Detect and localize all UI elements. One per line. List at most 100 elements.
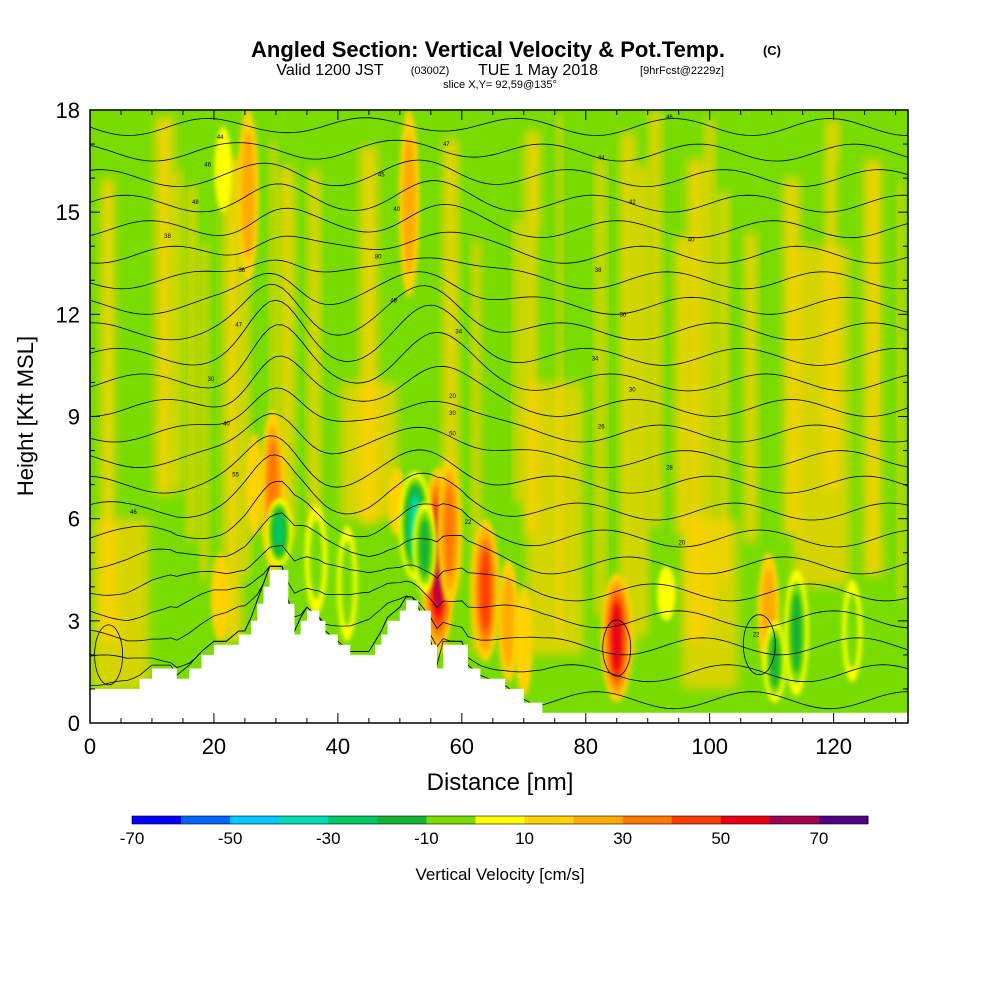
velocity-cell — [210, 552, 230, 642]
field-streak — [569, 223, 577, 512]
field-streak — [883, 130, 891, 540]
colorbar-tick-label: -70 — [120, 829, 145, 848]
isentrope-line — [90, 355, 908, 417]
isentrope-label: 46 — [204, 162, 211, 168]
x-axis: 0 20 40 60 80 100 120 — [84, 110, 897, 759]
x-tick-label: 40 — [326, 734, 350, 759]
chart-title-unit: (C) — [763, 43, 781, 58]
field-streak — [526, 382, 583, 655]
field-streak — [499, 228, 511, 555]
field-streak — [621, 132, 635, 655]
isentrope-label: 44 — [217, 135, 224, 141]
velocity-cell — [402, 134, 416, 273]
x-tick-label: 0 — [84, 734, 96, 759]
isentrope-label: 50 — [449, 432, 456, 438]
colorbar — [131, 815, 869, 825]
velocity-cell — [245, 433, 263, 536]
isentrope-line — [90, 324, 908, 392]
colorbar-swatch — [230, 816, 280, 824]
isentrope-label: 36 — [620, 312, 627, 318]
field-streak — [155, 116, 174, 495]
colorbar-swatch — [769, 816, 820, 824]
isentrope-label: 22 — [465, 520, 472, 526]
y-tick-label: 6 — [68, 507, 80, 532]
colorbar-swatch — [426, 816, 476, 824]
isentrope-line — [90, 117, 908, 136]
isentrope-line — [90, 454, 908, 521]
velocity-field: 44 46 48 38 36 47 30 40 55 46 45 40 80 48 47 34 20 30 50 22… — [90, 110, 908, 723]
field-streak — [223, 157, 242, 642]
isentrope-label: 20 — [449, 394, 456, 400]
isentrope-label: 46 — [666, 115, 673, 121]
field-streak — [581, 117, 593, 608]
colorbar-tick-label: 50 — [711, 829, 730, 848]
isentrope-label: 34 — [592, 357, 599, 363]
isentrope-line — [90, 231, 908, 264]
colorbar-swatch — [671, 816, 722, 824]
terrain — [90, 569, 908, 723]
velocity-cell — [419, 518, 430, 577]
slice-text: slice X,Y= 92,59@135° — [443, 79, 557, 91]
colorbar-swatch — [377, 816, 427, 824]
field-streak — [897, 181, 904, 602]
x-tick-label: 20 — [202, 734, 226, 759]
isentrope-label: 48 — [192, 200, 199, 206]
valid-utc-text: (0300Z) — [411, 65, 450, 77]
y-axis-label: Height [Kft MSL] — [13, 336, 38, 496]
y-tick-label: 12 — [56, 302, 80, 327]
field-streak — [635, 164, 648, 637]
colorbar-label: Vertical Velocity [cm/s] — [415, 865, 584, 884]
field-streak — [793, 246, 850, 587]
velocity-cell — [514, 586, 534, 696]
isentrope-loop — [602, 619, 632, 677]
valid-time-text: Valid 1200 JST — [276, 62, 384, 79]
colorbar-ticks: -70 -50 -30 -10 10 30 50 70 — [120, 829, 829, 848]
y-tick-label: 3 — [68, 609, 80, 634]
isentrope-label: 30 — [629, 387, 636, 393]
isentrope-line — [90, 387, 908, 443]
field-streak — [852, 170, 868, 505]
field-streak — [201, 244, 210, 580]
colorbar-swatch — [181, 816, 231, 824]
colorbar-swatch — [524, 816, 575, 824]
isentrope-lines — [90, 110, 908, 710]
velocity-cell — [480, 549, 491, 631]
colorbar-frame — [131, 815, 869, 825]
velocity-cell — [341, 540, 354, 627]
isentrope-line — [90, 257, 908, 290]
field-streak — [210, 155, 227, 629]
isentrope-line — [90, 544, 908, 602]
y-tick-label: 15 — [56, 200, 80, 225]
isentrope-label: 80 — [375, 254, 382, 260]
colorbar-tick-label: 70 — [809, 829, 828, 848]
colorbar-tick-label: 30 — [613, 829, 632, 848]
isentrope-line — [90, 512, 908, 575]
valid-date-text: TUE 1 May 2018 — [478, 62, 598, 79]
field-streak — [472, 240, 483, 654]
isentrope-line — [90, 180, 908, 213]
colorbar-swatch — [328, 816, 378, 824]
x-tick-label: 60 — [450, 734, 474, 759]
field-streaks — [91, 111, 904, 689]
isentrope-line — [90, 283, 908, 341]
isentrope-label: 48 — [390, 299, 397, 305]
velocity-cell — [657, 566, 676, 621]
colorbar-tick-label: -50 — [218, 829, 243, 848]
velocity-cell — [791, 593, 802, 673]
colorbar-tick-label: 10 — [515, 829, 534, 848]
field-streak — [308, 169, 320, 571]
field-streak — [705, 119, 715, 624]
colorbar-swatch — [279, 816, 329, 824]
velocity-cell — [501, 575, 515, 667]
isentrope-label: 46 — [130, 510, 137, 516]
x-tick-label: 80 — [574, 734, 598, 759]
field-streak — [744, 232, 757, 543]
field-cells — [210, 110, 863, 703]
isentrope-label: 38 — [164, 234, 171, 240]
field-streak — [92, 518, 149, 689]
velocity-cell — [769, 636, 780, 688]
isentrope-label: 44 — [598, 156, 605, 162]
field-streak — [675, 236, 690, 533]
field-streak — [649, 111, 661, 527]
